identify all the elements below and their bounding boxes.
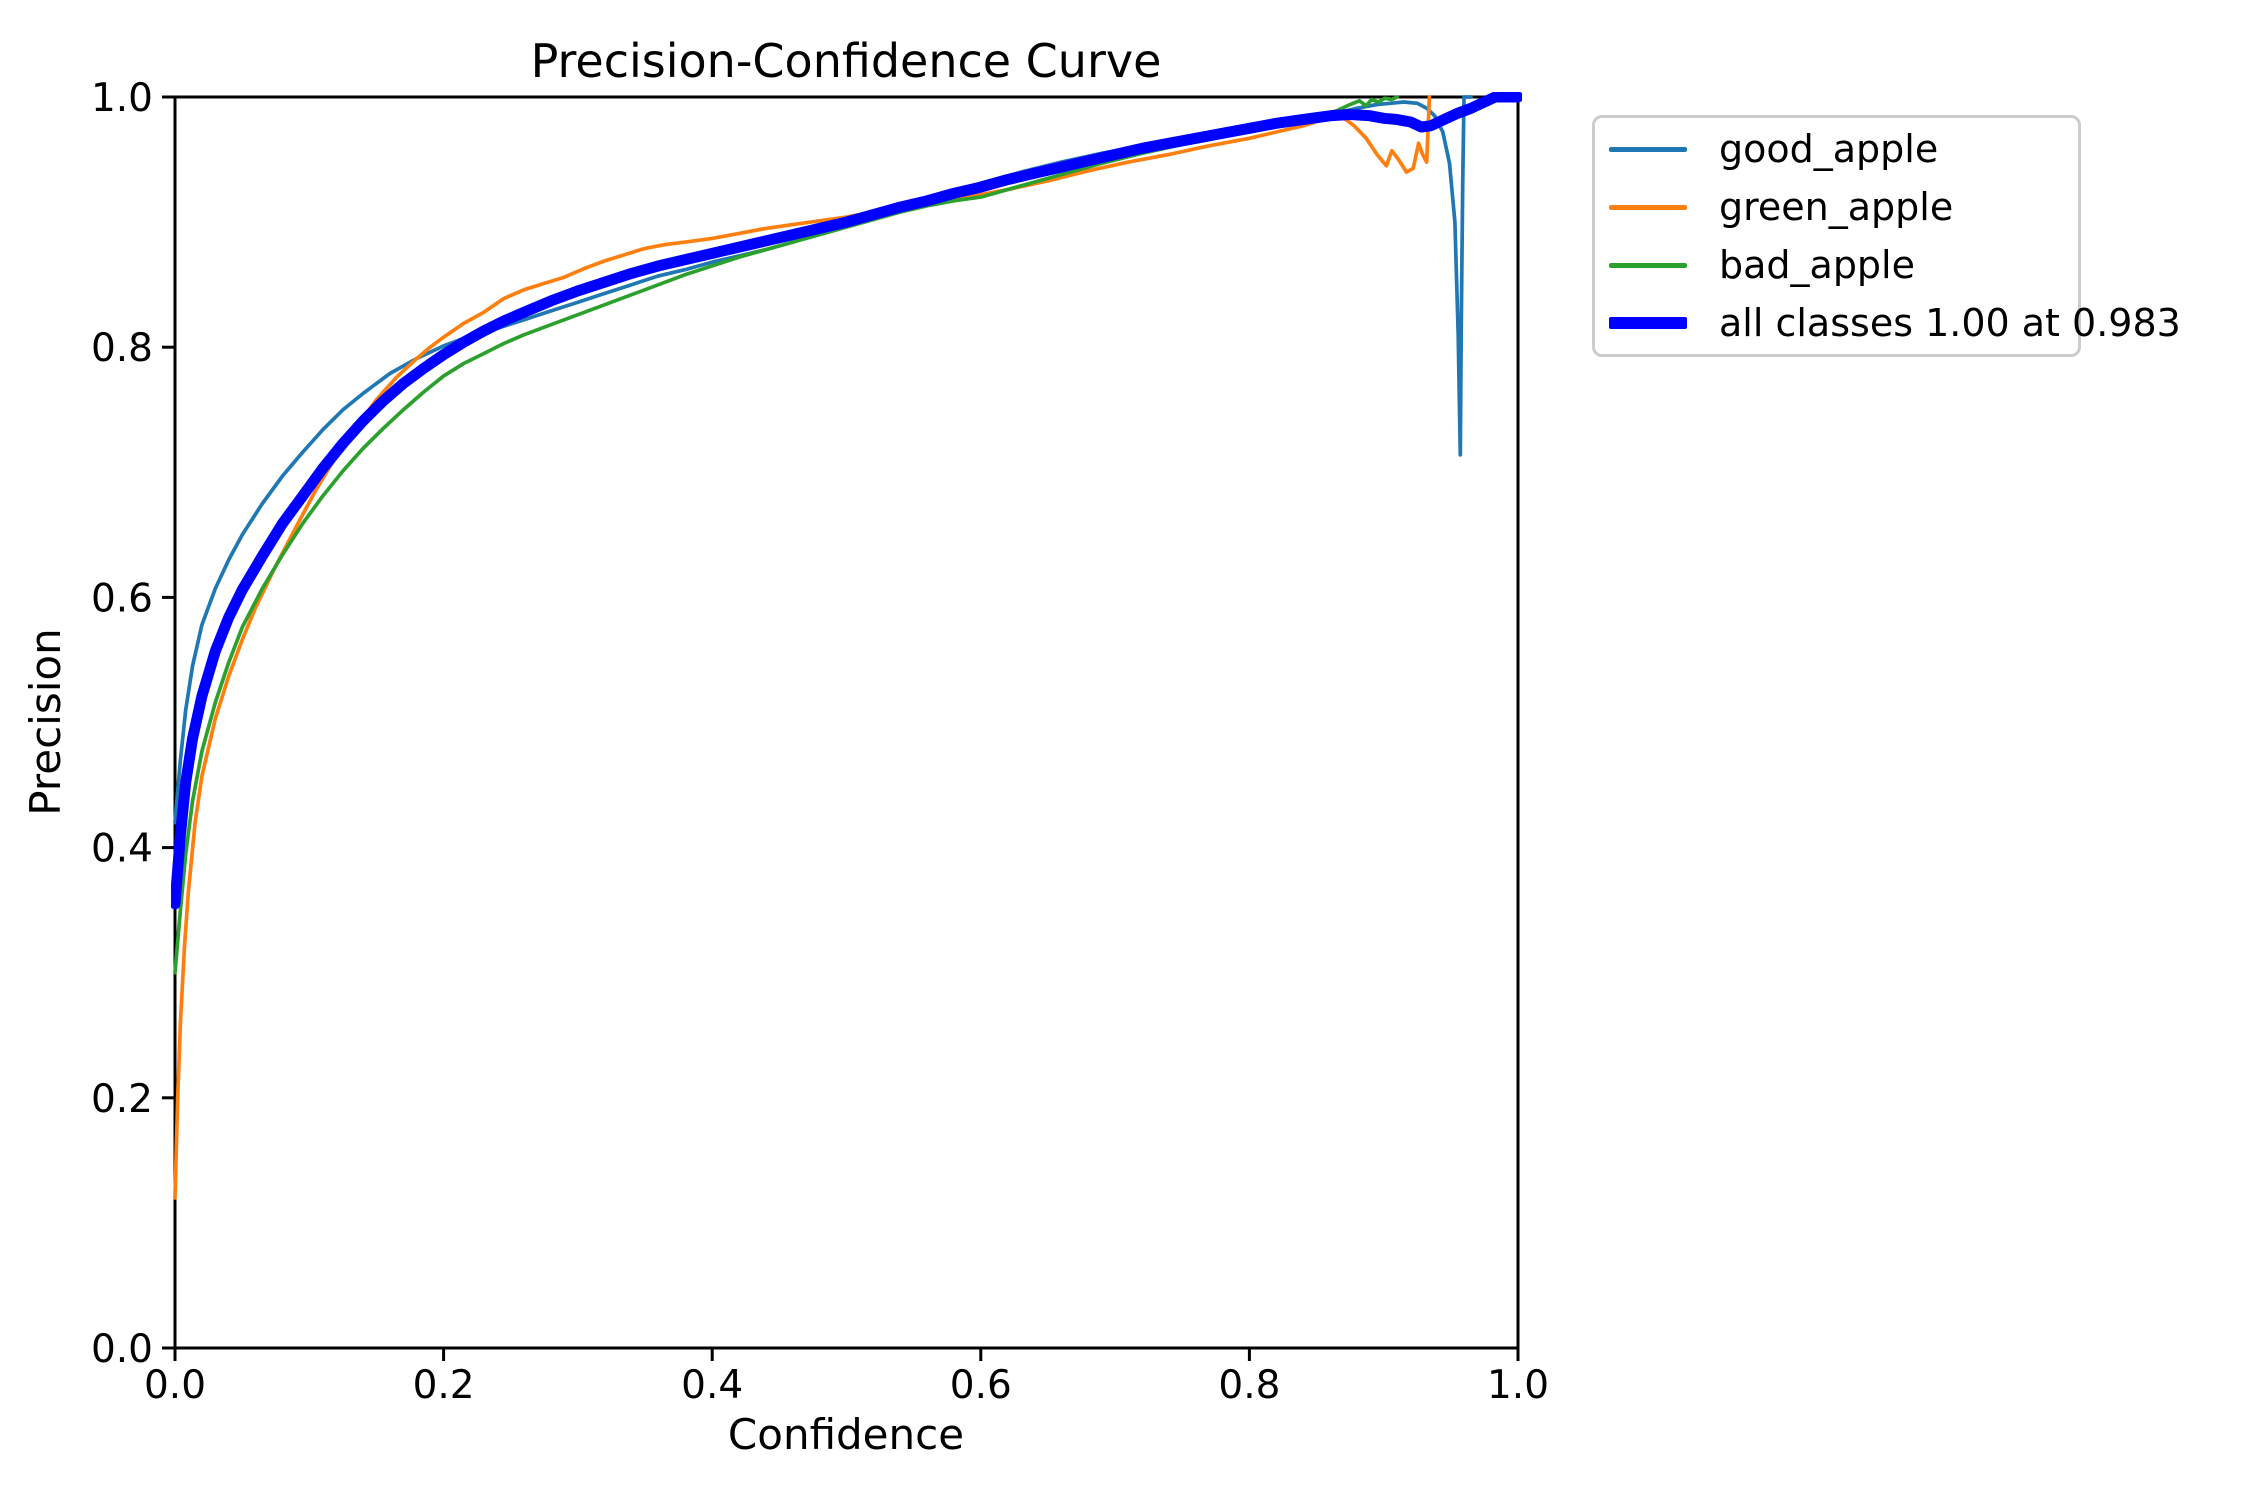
- legend-line-swatch: [1609, 204, 1687, 210]
- legend-label: all classes 1.00 at 0.983: [1719, 301, 2181, 345]
- legend-line-swatch: [1609, 262, 1687, 268]
- plot-area: [173, 95, 1520, 1350]
- y-tick-label: 0.8: [91, 326, 153, 371]
- series-line-all-classes-1-00-at-0-983: [171, 92, 1522, 910]
- series-line-good_apple: [173, 95, 1473, 825]
- y-tick-label: 0.2: [91, 1077, 153, 1122]
- legend-label: bad_apple: [1719, 243, 1915, 287]
- legend-line-sample: [1609, 262, 1687, 268]
- y-tick-label: 0.6: [91, 576, 153, 621]
- x-tick-label: 0.8: [1218, 1363, 1280, 1408]
- x-tick-label: 0.0: [144, 1363, 206, 1408]
- legend-line-swatch: [1609, 146, 1687, 152]
- x-axis-label: Confidence: [728, 1410, 964, 1459]
- legend-row: bad_apple: [1609, 236, 2078, 294]
- legend-row: good_apple: [1609, 120, 2078, 178]
- legend-row: all classes 1.00 at 0.983: [1609, 294, 2181, 352]
- y-tick-label: 0.0: [91, 1327, 153, 1372]
- legend-row: green_apple: [1609, 178, 2078, 236]
- legend-label: good_apple: [1719, 127, 1939, 171]
- x-tick-label: 0.6: [950, 1363, 1012, 1408]
- chart-title: Precision-Confidence Curve: [531, 34, 1162, 88]
- x-tick-label: 0.2: [413, 1363, 475, 1408]
- y-axis-ticks: 0.0 0.2 0.4 0.6 0.8 1.0: [91, 76, 175, 1372]
- series-line-bad_apple: [173, 95, 1399, 975]
- series-line-green_apple: [173, 95, 1432, 1200]
- series-lines: [171, 92, 1522, 1200]
- x-tick-label: 1.0: [1487, 1363, 1549, 1408]
- x-axis-ticks: 0.0 0.2 0.4 0.6 0.8 1.0: [144, 1348, 1549, 1408]
- x-tick-label: 0.4: [681, 1363, 743, 1408]
- y-tick-label: 1.0: [91, 76, 153, 121]
- y-tick-label: 0.4: [91, 827, 153, 872]
- legend-label: green_apple: [1719, 185, 1954, 229]
- legend-line-sample: [1609, 317, 1687, 329]
- legend-line-sample: [1609, 146, 1687, 152]
- y-axis-label: Precision: [21, 628, 70, 815]
- legend-line-swatch: [1609, 317, 1687, 329]
- legend-line-sample: [1609, 204, 1687, 210]
